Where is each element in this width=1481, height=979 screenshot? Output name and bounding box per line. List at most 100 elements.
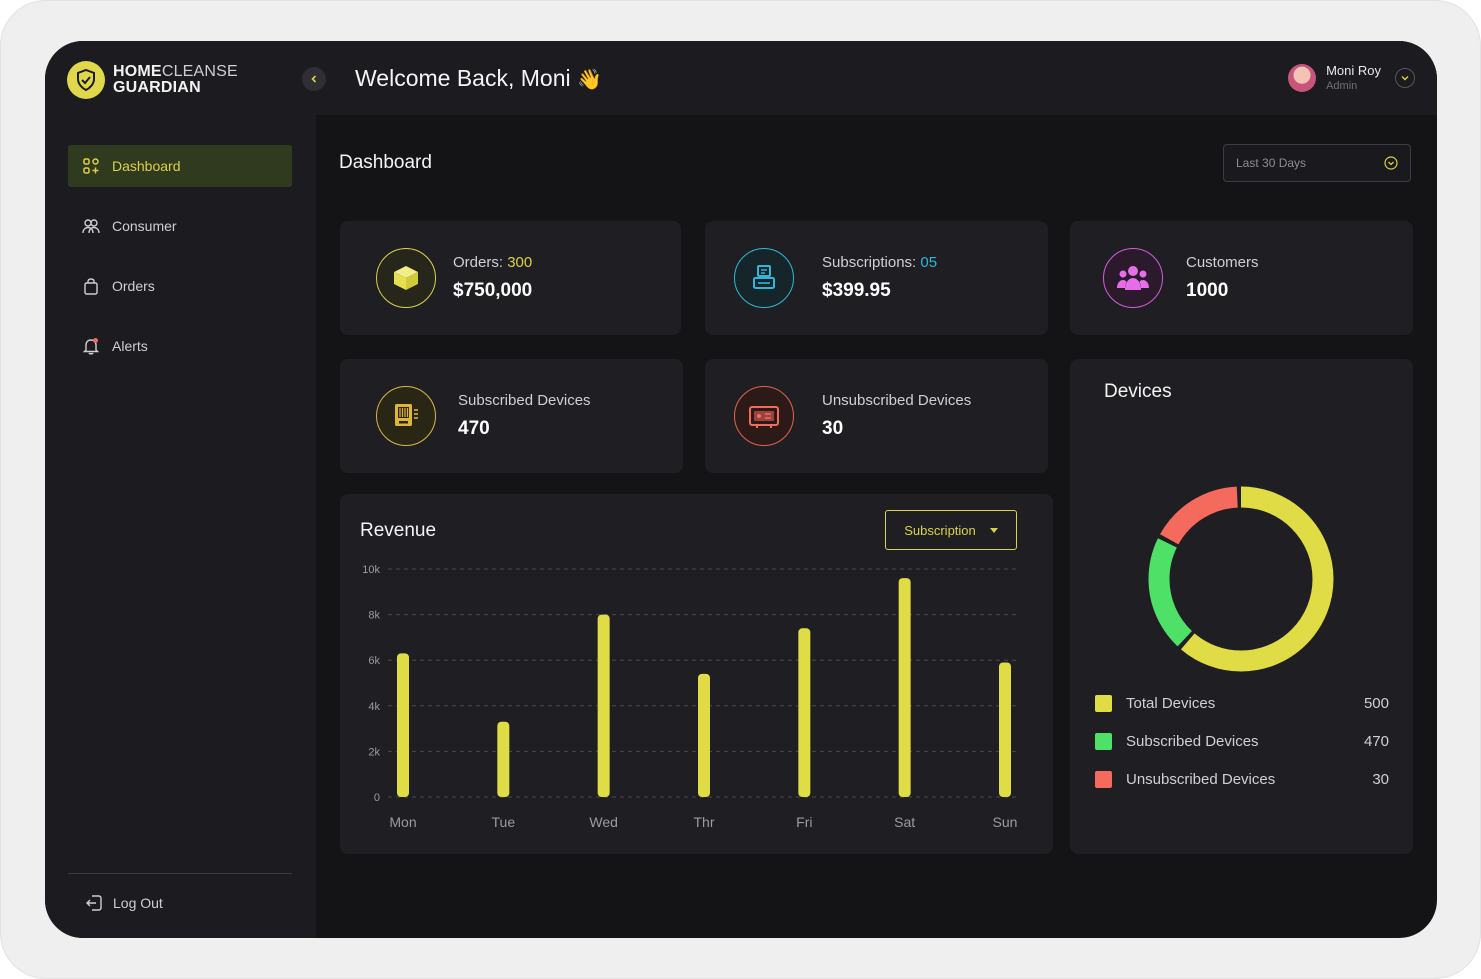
customers-icon: [1103, 248, 1163, 308]
sidebar-item-orders[interactable]: Orders: [68, 265, 292, 307]
legend-label: Subscribed Devices: [1126, 732, 1259, 750]
box-icon: [376, 248, 436, 308]
date-range-select[interactable]: Last 30 Days: [1223, 144, 1411, 182]
x-tick-label: Fri: [796, 814, 812, 830]
x-tick-label: Wed: [589, 814, 618, 830]
top-bar: [316, 41, 1437, 115]
welcome-text: Welcome Back, Moni: [355, 65, 571, 91]
legend-label: Unsubscribed Devices: [1126, 770, 1276, 788]
x-tick-label: Tue: [492, 814, 516, 830]
x-tick-label: Mon: [389, 814, 416, 830]
grid-icon: [82, 157, 100, 175]
app-screen: HOMECLEANSE GUARDIAN Dashboard Consumer: [45, 41, 1437, 938]
orders-value: $750,000: [453, 280, 533, 301]
device-icon: [376, 386, 436, 446]
y-tick-label: 6k: [368, 655, 380, 667]
revenue-bar-sat[interactable]: [898, 578, 911, 797]
user-role: Admin: [1326, 80, 1358, 92]
donut-segment-total-devices[interactable]: [1148, 486, 1334, 672]
legend-swatch: [1095, 770, 1112, 788]
x-tick-label: Sat: [894, 814, 915, 830]
legend-item-total-devices: Total Devices 500: [1095, 684, 1389, 722]
brand-name: HOMECLEANSE GUARDIAN: [113, 64, 238, 96]
subscription-filter-dropdown[interactable]: Subscription: [885, 510, 1017, 550]
logout-label: Log Out: [113, 895, 163, 911]
revenue-bar-fri[interactable]: [798, 628, 811, 797]
revenue-title: Revenue: [360, 520, 437, 541]
customers-label: Customers: [1186, 254, 1259, 271]
subscriptions-label-text: Subscriptions:: [822, 254, 921, 271]
subscriptions-label: Subscriptions: 05: [822, 254, 937, 271]
subscribed-devices-value: 470: [458, 418, 490, 439]
revenue-bar-tue[interactable]: [497, 721, 510, 797]
devices-title: Devices: [1104, 381, 1172, 402]
waving-hand-icon: 👋: [576, 69, 602, 91]
unsubscribed-devices-label: Unsubscribed Devices: [822, 392, 972, 409]
collapse-sidebar-button[interactable]: [302, 67, 326, 91]
revenue-bar-sun[interactable]: [999, 662, 1011, 797]
brand-name-cleanse: CLEANSE: [161, 63, 238, 80]
devices-legend: Total Devices 500 Subscribed Devices 470…: [1095, 684, 1389, 798]
chevron-down-icon: [1384, 156, 1398, 170]
brand-name-guardian: GUARDIAN: [113, 79, 201, 96]
sidebar: HOMECLEANSE GUARDIAN Dashboard Consumer: [45, 41, 316, 938]
console-icon: [734, 386, 794, 446]
customers-value: 1000: [1186, 280, 1229, 301]
avatar: [1288, 63, 1317, 92]
bag-icon: [82, 277, 100, 295]
sidebar-nav: Dashboard Consumer Orders: [68, 145, 292, 385]
revenue-bar-wed[interactable]: [597, 614, 610, 797]
orders-card[interactable]: Orders: 300 $750,000: [340, 221, 681, 335]
revenue-bar-mon[interactable]: [397, 653, 409, 797]
unsubscribed-devices-value: 30: [822, 418, 844, 439]
sidebar-item-alerts[interactable]: Alerts: [68, 325, 292, 367]
sidebar-divider: [68, 873, 292, 874]
subscription-icon: [734, 248, 794, 308]
user-info: Moni Roy Admin: [1326, 63, 1381, 92]
legend-item-subscribed-devices: Subscribed Devices 470: [1095, 722, 1389, 760]
x-tick-label: Sun: [993, 814, 1018, 830]
subscription-filter-label: Subscription: [904, 522, 976, 538]
brand-logo[interactable]: HOMECLEANSE GUARDIAN: [67, 61, 238, 99]
orders-count: 300: [507, 254, 533, 271]
legend-value: 470: [1363, 732, 1389, 750]
y-tick-label: 4k: [368, 701, 380, 713]
logout-icon: [85, 894, 103, 912]
subscriptions-card[interactable]: Subscriptions: 05 $399.95: [705, 221, 1048, 335]
user-name: Moni Roy: [1326, 63, 1381, 78]
sidebar-item-dashboard[interactable]: Dashboard: [68, 145, 292, 187]
subscriptions-count: 05: [920, 254, 938, 271]
legend-label: Total Devices: [1126, 694, 1216, 712]
sidebar-item-label: Alerts: [112, 338, 148, 354]
revenue-bar-thr[interactable]: [698, 673, 710, 797]
sidebar-item-label: Dashboard: [112, 158, 181, 174]
legend-item-unsubscribed-devices: Unsubscribed Devices 30: [1095, 760, 1389, 798]
revenue-card: Revenue Subscription 0 2k 4k 6k 8k 10k Mon Tue W…: [340, 494, 1053, 854]
chevron-left-icon: [309, 74, 319, 84]
welcome-heading: Welcome Back, Moni 👋: [355, 65, 602, 92]
chevron-down-icon[interactable]: [1395, 67, 1415, 88]
orders-label: Orders: 300: [453, 254, 532, 271]
sidebar-item-label: Orders: [112, 278, 155, 294]
donut-segment-subscribed-devices[interactable]: [1148, 486, 1334, 672]
devices-donut-chart: [1148, 486, 1334, 672]
subscriptions-value: $399.95: [822, 280, 891, 301]
y-tick-label: 8k: [368, 610, 380, 622]
logout-button[interactable]: Log Out: [85, 894, 163, 912]
unsubscribed-devices-card[interactable]: Unsubscribed Devices 30: [705, 359, 1048, 473]
customers-card[interactable]: Customers 1000: [1070, 221, 1413, 335]
users-icon: [82, 217, 100, 235]
sidebar-item-label: Consumer: [112, 218, 177, 234]
y-tick-label: 0: [374, 792, 380, 804]
devices-card: Devices Total Devices 500 Subscribed Dev…: [1070, 359, 1413, 854]
page-title: Dashboard: [339, 152, 432, 173]
user-menu[interactable]: Moni Roy Admin: [1288, 63, 1415, 92]
caret-down-icon: [989, 527, 998, 533]
legend-value: 30: [1372, 770, 1389, 788]
y-tick-label: 10k: [362, 564, 380, 576]
brand-name-home: HOME: [113, 63, 162, 80]
sidebar-item-consumer[interactable]: Consumer: [68, 205, 292, 247]
orders-label-text: Orders:: [453, 254, 508, 271]
subscribed-devices-card[interactable]: Subscribed Devices 470: [340, 359, 683, 473]
